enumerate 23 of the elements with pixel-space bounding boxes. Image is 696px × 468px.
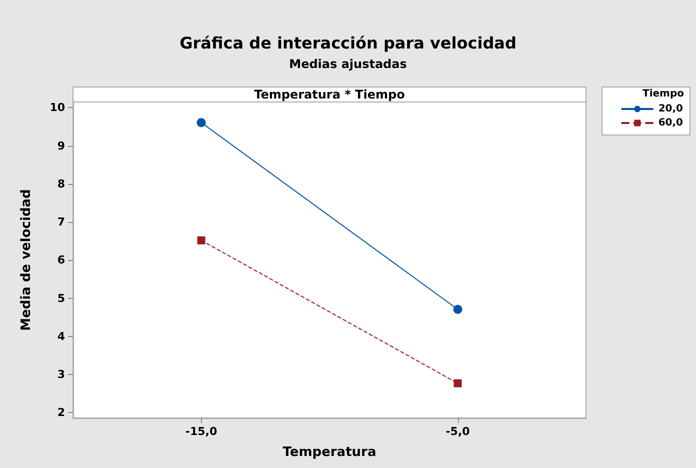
y-axis-title: Media de velocidad: [19, 189, 34, 331]
legend-label: 60,0: [658, 118, 684, 128]
y-tick-label: 7: [57, 216, 65, 229]
text: Temperatura * Tiempo: [254, 88, 405, 102]
chart-subtitle: Medias ajustadas: [289, 57, 407, 71]
y-tick-label: 6: [57, 254, 66, 267]
point: [196, 118, 206, 128]
point: [197, 236, 206, 244]
y-tick-label: 2: [57, 406, 65, 420]
point: [453, 304, 462, 314]
y-tick-label: 10: [50, 101, 66, 114]
x-tick-label: -15,0: [185, 425, 218, 438]
x-tick-label: -5,0: [446, 425, 470, 438]
point: [454, 379, 462, 388]
y-tick-label: 3: [57, 368, 65, 382]
chart-title: Gráfica de interacción para velocidad: [180, 34, 516, 52]
legend-title: Tiempo: [642, 88, 684, 100]
y-tick-label: 4: [57, 330, 66, 343]
y-tick-label: 9: [57, 139, 65, 152]
y-tick-label: 8: [57, 177, 65, 190]
y-tick-label: 5: [57, 292, 65, 305]
x-axis-title: Temperatura: [282, 445, 376, 460]
legend-label: 20,0: [658, 104, 684, 114]
